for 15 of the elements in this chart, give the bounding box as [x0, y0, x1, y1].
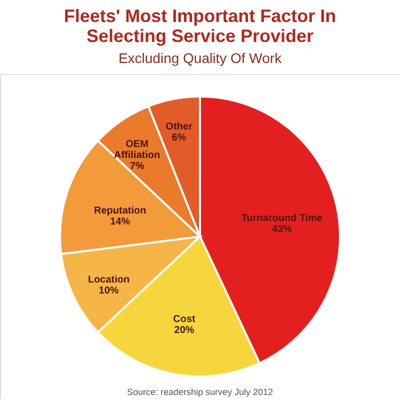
- slice-label: Other: [166, 121, 192, 132]
- data-label: 7%: [130, 160, 144, 172]
- data-label: 20%: [174, 325, 194, 336]
- chart-title: Fleets' Most Important Factor In Selecting Service Provider: [64, 6, 336, 46]
- source-note: Source: readership survey July 2012: [126, 387, 274, 397]
- chart-subtitle: Excluding Quality Of Work: [118, 50, 283, 66]
- slice-label: Cost: [173, 314, 196, 326]
- slice-label: Reputation: [94, 206, 146, 217]
- data-label: 10%: [98, 285, 119, 296]
- data-label: 43%: [272, 224, 292, 236]
- slice-label: Turnaround Time: [241, 213, 324, 224]
- data-label: 14%: [110, 216, 130, 228]
- slice-label: OEM Affiliation: [114, 138, 160, 161]
- data-label: 6%: [172, 132, 186, 144]
- slice-label: Location: [88, 274, 130, 286]
